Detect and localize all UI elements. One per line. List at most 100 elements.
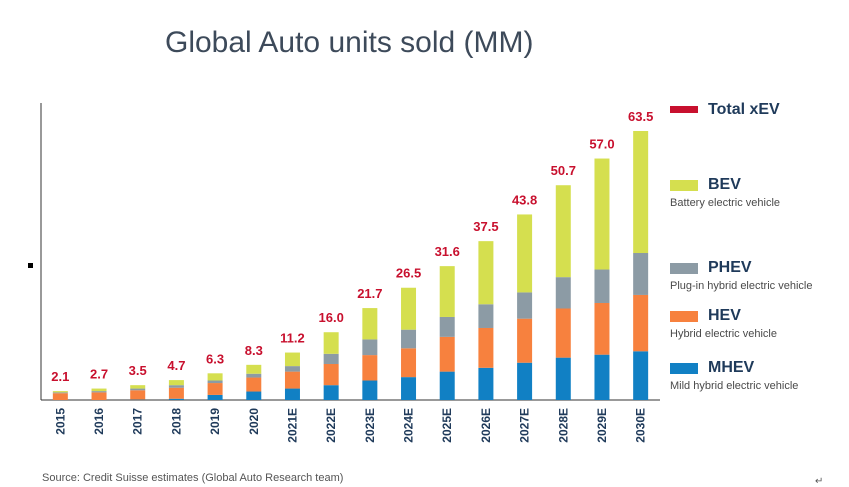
bar-bev-2030e	[633, 131, 649, 254]
bar-hev-2017	[130, 390, 146, 400]
bar-phev-2025e	[439, 316, 455, 337]
bar-hev-2023e	[362, 355, 378, 381]
x-tick-label-2028e: 2028E	[556, 408, 570, 443]
bar-hev-2015	[52, 393, 68, 400]
bar-phev-2024e	[401, 329, 417, 349]
x-tick-label-2015: 2015	[53, 408, 67, 435]
x-tick-label-2027e: 2027E	[518, 408, 532, 443]
legend-name: BEV	[708, 176, 741, 193]
bar-mhev-2024e	[401, 377, 417, 400]
x-tick-label-2026e: 2026E	[479, 408, 493, 443]
x-tick-label-2022e: 2022E	[324, 408, 338, 443]
bar-mhev-2021e	[284, 388, 300, 400]
legend-description: Mild hybrid electric vehicle	[670, 380, 799, 392]
bar-phev-2021e	[284, 366, 300, 372]
bar-phev-2017	[130, 388, 146, 391]
total-label-2028e: 50.7	[551, 163, 576, 178]
bar-bev-2024e	[401, 287, 417, 330]
bar-mhev-2018	[168, 398, 184, 400]
legend-swatch	[670, 263, 698, 274]
bar-phev-2023e	[362, 339, 378, 356]
x-tick-label-2016: 2016	[92, 408, 106, 435]
bar-phev-2022e	[323, 353, 339, 364]
total-label-2016: 2.7	[90, 367, 108, 382]
bar-bev-2021e	[284, 352, 300, 367]
x-tick-label-2017: 2017	[131, 408, 145, 435]
bar-hev-2028e	[555, 308, 571, 358]
bar-hev-2018	[168, 387, 184, 399]
bar-hev-2027e	[517, 318, 533, 363]
bar-bev-2015	[52, 391, 68, 393]
x-tick-label-2019: 2019	[208, 408, 222, 435]
bar-hev-2029e	[594, 302, 610, 355]
bar-bev-2018	[168, 380, 184, 386]
bar-hev-2022e	[323, 363, 339, 386]
bar-bev-2029e	[594, 158, 610, 270]
bar-hev-2026e	[478, 327, 494, 368]
bar-phev-2016	[91, 391, 107, 393]
bar-bev-2017	[130, 385, 146, 389]
total-label-2029e: 57.0	[589, 137, 614, 152]
total-label-2021e: 11.2	[280, 331, 305, 346]
legend-description: Plug-in hybrid electric vehicle	[670, 280, 813, 292]
total-label-2026e: 37.5	[473, 219, 498, 234]
bar-bev-2028e	[555, 185, 571, 278]
total-label-2030e: 63.5	[628, 109, 653, 124]
bar-phev-2026e	[478, 304, 494, 328]
bar-bev-2023e	[362, 308, 378, 340]
bar-bev-2020	[246, 364, 262, 374]
bar-phev-2028e	[555, 277, 571, 309]
x-tick-label-2018: 2018	[169, 408, 183, 435]
bar-phev-2027e	[517, 292, 533, 319]
total-label-2022e: 16.0	[319, 310, 344, 325]
bar-phev-2029e	[594, 269, 610, 303]
bar-mhev-2019	[207, 394, 223, 400]
total-label-2025e: 31.6	[435, 244, 460, 259]
legend-swatch	[670, 106, 698, 113]
legend-swatch	[670, 363, 698, 374]
bar-phev-2015	[52, 392, 68, 394]
total-label-2024e: 26.5	[396, 266, 421, 281]
bar-mhev-2030e	[633, 351, 649, 400]
legend-name: HEV	[708, 307, 741, 324]
bar-mhev-2020	[246, 391, 262, 400]
bar-mhev-2025e	[439, 371, 455, 400]
legend-swatch	[670, 311, 698, 322]
x-tick-label-2030e: 2030E	[634, 408, 648, 443]
total-label-2019: 6.3	[206, 351, 224, 366]
x-tick-label-2029e: 2029E	[595, 408, 609, 443]
bar-bev-2027e	[517, 214, 533, 293]
bar-hev-2019	[207, 383, 223, 395]
bar-mhev-2022e	[323, 385, 339, 400]
bar-mhev-2029e	[594, 354, 610, 400]
bar-hev-2024e	[401, 348, 417, 378]
bullet-marker	[28, 263, 33, 268]
total-label-2017: 3.5	[129, 363, 147, 378]
total-label-2020: 8.3	[245, 343, 263, 358]
bar-bev-2026e	[478, 241, 494, 305]
total-label-2018: 4.7	[167, 358, 185, 373]
legend-swatch	[670, 180, 698, 191]
x-tick-label-2021e: 2021E	[285, 408, 299, 443]
bar-hev-2016	[91, 392, 107, 400]
x-tick-label-2024e: 2024E	[402, 408, 416, 443]
x-tick-label-2025e: 2025E	[440, 408, 454, 443]
total-label-2015: 2.1	[51, 369, 69, 384]
bar-hev-2030e	[633, 294, 649, 352]
bar-hev-2020	[246, 377, 262, 392]
chart-title: Global Auto units sold (MM)	[165, 26, 534, 59]
bar-phev-2020	[246, 373, 262, 378]
bar-hev-2021e	[284, 371, 300, 389]
legend-name: PHEV	[708, 259, 752, 276]
bar-bev-2019	[207, 373, 223, 381]
total-label-2023e: 21.7	[357, 286, 382, 301]
bar-phev-2019	[207, 380, 223, 384]
x-tick-label-2020: 2020	[247, 408, 261, 435]
bar-phev-2018	[168, 385, 184, 388]
x-tick-label-2023e: 2023E	[363, 408, 377, 443]
bar-bev-2016	[91, 388, 107, 392]
source-note: Source: Credit Suisse estimates (Global …	[42, 472, 344, 484]
bar-bev-2025e	[439, 266, 455, 317]
legend-name: Total xEV	[708, 101, 780, 118]
